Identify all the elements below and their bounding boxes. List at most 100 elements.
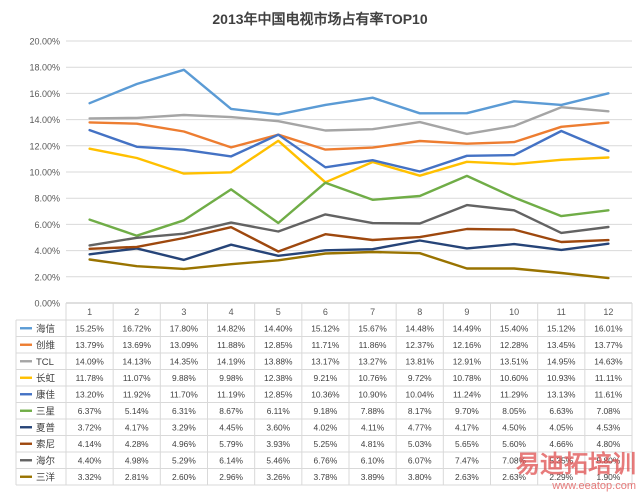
- data-label: 4.98%: [125, 455, 149, 465]
- data-label: 9.72%: [408, 373, 432, 383]
- legend-label: 索尼: [36, 438, 55, 450]
- data-label: 9.88%: [172, 373, 196, 383]
- data-label: 14.40%: [264, 323, 293, 333]
- x-tick-label: 6: [323, 307, 328, 317]
- data-label: 13.81%: [406, 356, 435, 366]
- data-label: 5.46%: [266, 455, 290, 465]
- y-tick-label: 8.00%: [34, 194, 60, 204]
- data-label: 4.28%: [125, 439, 149, 449]
- data-label: 12.91%: [453, 356, 482, 366]
- data-label: 3.80%: [408, 472, 432, 482]
- x-tick-label: 1: [87, 307, 92, 317]
- data-label: 4.77%: [408, 422, 432, 432]
- x-tick-label: 9: [464, 307, 469, 317]
- data-label: 10.90%: [358, 389, 387, 399]
- data-label: 6.10%: [361, 455, 385, 465]
- data-label: 14.09%: [75, 356, 104, 366]
- data-label: 14.63%: [594, 356, 623, 366]
- data-label: 3.89%: [361, 472, 385, 482]
- data-label: 5.29%: [172, 455, 196, 465]
- data-label: 14.35%: [170, 356, 199, 366]
- legend-label: 三洋: [36, 471, 56, 483]
- data-label: 5.14%: [125, 406, 149, 416]
- x-tick-label: 8: [417, 307, 422, 317]
- data-label: 10.76%: [358, 373, 387, 383]
- data-label: 10.60%: [500, 373, 529, 383]
- x-tick-label: 12: [603, 307, 613, 317]
- data-label: 10.78%: [453, 373, 482, 383]
- data-label: 11.92%: [123, 389, 151, 399]
- data-label: 14.19%: [217, 356, 246, 366]
- data-label: 2.81%: [125, 472, 149, 482]
- data-label: 11.19%: [217, 389, 245, 399]
- data-label: 13.45%: [547, 340, 576, 350]
- data-label: 11.88%: [217, 340, 245, 350]
- data-label: 15.12%: [547, 323, 576, 333]
- y-tick-label: 12.00%: [29, 141, 60, 151]
- data-label: 13.17%: [311, 356, 340, 366]
- data-label: 15.67%: [358, 323, 387, 333]
- data-label: 4.17%: [125, 422, 149, 432]
- legend-label: 长虹: [36, 372, 56, 384]
- data-label: 4.45%: [219, 422, 243, 432]
- data-label: 4.53%: [597, 422, 621, 432]
- data-label: 10.04%: [406, 389, 435, 399]
- x-tick-label: 3: [181, 307, 186, 317]
- y-tick-label: 18.00%: [29, 63, 60, 73]
- data-label: 11.07%: [123, 373, 151, 383]
- legend-label: TCL: [36, 357, 54, 368]
- data-label: 13.69%: [123, 340, 152, 350]
- data-label: 11.86%: [359, 340, 387, 350]
- data-label: 12.38%: [264, 373, 293, 383]
- data-label: 6.37%: [78, 406, 102, 416]
- data-label: 5.25%: [314, 439, 338, 449]
- data-label: 9.21%: [314, 373, 338, 383]
- data-label: 4.05%: [549, 422, 573, 432]
- x-tick-label: 7: [370, 307, 375, 317]
- data-label: 3.32%: [78, 472, 102, 482]
- data-label: 3.26%: [266, 472, 290, 482]
- data-label: 11.29%: [500, 389, 528, 399]
- data-label: 7.47%: [455, 455, 479, 465]
- x-tick-label: 10: [509, 307, 519, 317]
- data-label: 11.71%: [312, 340, 340, 350]
- data-label: 5.65%: [455, 439, 479, 449]
- data-label: 3.93%: [266, 439, 290, 449]
- data-label: 13.51%: [500, 356, 529, 366]
- x-tick-label: 5: [276, 307, 281, 317]
- data-label: 3.72%: [78, 422, 102, 432]
- data-label: 10.36%: [311, 389, 340, 399]
- data-label: 6.76%: [314, 455, 338, 465]
- data-label: 14.95%: [547, 356, 576, 366]
- data-label: 5.79%: [219, 439, 243, 449]
- data-label: 4.14%: [78, 439, 102, 449]
- legend-label: 三星: [36, 406, 55, 417]
- watermark-text: 易迪拓培训: [516, 450, 636, 478]
- watermark-url: www.eeatop.com: [551, 480, 636, 492]
- data-label: 9.98%: [219, 373, 243, 383]
- data-label: 4.40%: [78, 455, 102, 465]
- data-label: 13.20%: [75, 389, 104, 399]
- data-label: 4.66%: [549, 439, 573, 449]
- data-label: 14.48%: [406, 323, 435, 333]
- data-label: 15.12%: [311, 323, 340, 333]
- data-label: 8.05%: [502, 406, 526, 416]
- data-label: 8.17%: [408, 406, 432, 416]
- data-label: 11.78%: [76, 373, 104, 383]
- x-tick-label: 2: [134, 307, 139, 317]
- data-label: 10.93%: [547, 373, 576, 383]
- legend-label: 创维: [36, 339, 56, 351]
- data-label: 4.11%: [361, 422, 385, 432]
- data-label: 11.70%: [170, 389, 198, 399]
- data-label: 2.60%: [172, 472, 196, 482]
- data-label: 3.60%: [266, 422, 290, 432]
- y-tick-label: 0.00%: [34, 299, 60, 309]
- data-label: 13.13%: [547, 389, 576, 399]
- data-label: 9.18%: [314, 406, 338, 416]
- data-label: 4.02%: [314, 422, 338, 432]
- data-label: 11.61%: [595, 389, 623, 399]
- data-label: 6.63%: [549, 406, 573, 416]
- data-label: 15.25%: [75, 323, 104, 333]
